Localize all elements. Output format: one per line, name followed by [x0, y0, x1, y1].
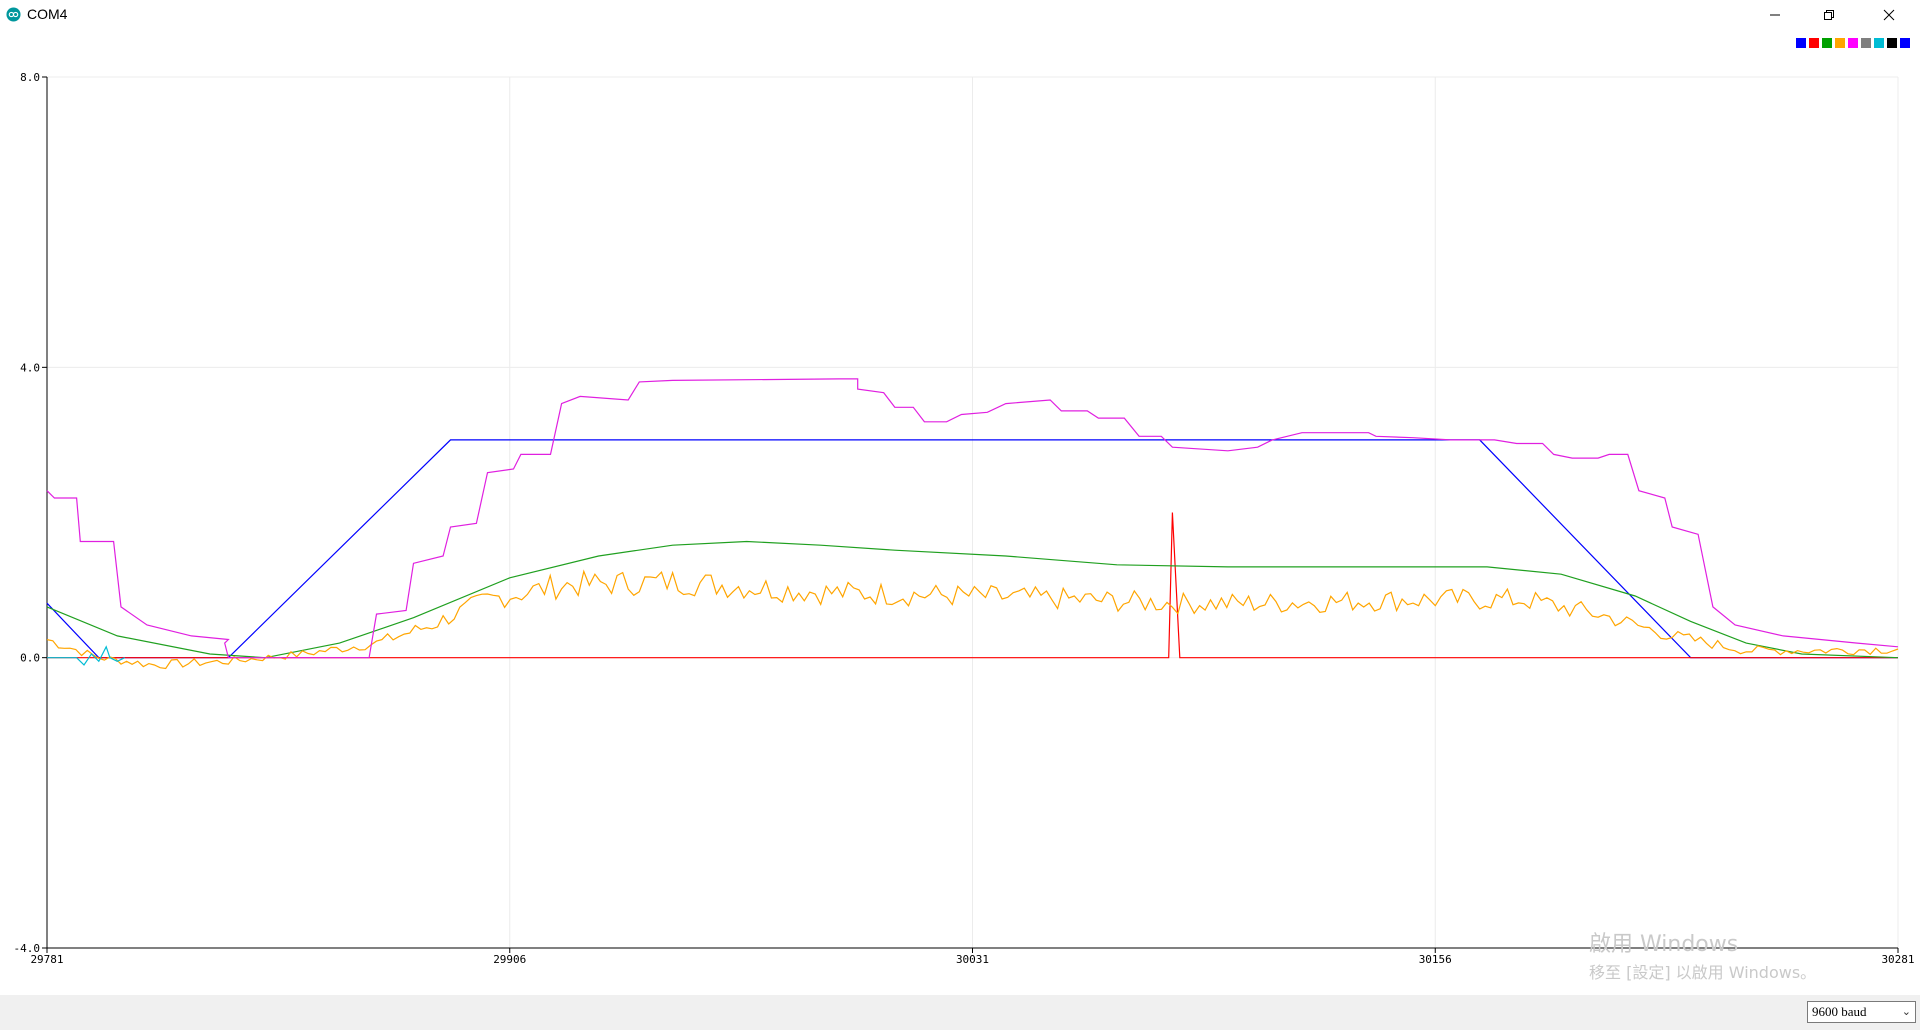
restore-icon	[1824, 10, 1834, 20]
legend	[1796, 38, 1910, 48]
series-line-1	[47, 512, 1898, 659]
minimize-button[interactable]	[1752, 0, 1798, 30]
legend-swatch-2	[1822, 38, 1832, 48]
y-tick-label: -4.0	[14, 942, 41, 955]
close-button[interactable]	[1866, 0, 1912, 30]
legend-swatch-8	[1900, 38, 1910, 48]
activation-watermark-title: 啟用 Windows	[1589, 932, 1739, 957]
series-line-2	[46, 540, 1899, 659]
x-tick-label: 30031	[956, 953, 989, 966]
series-line-5	[47, 645, 125, 666]
series-line-3	[46, 569, 1899, 670]
baud-rate-select[interactable]: 9600 baud ⌄	[1807, 1001, 1916, 1023]
status-bar: 9600 baud ⌄	[0, 995, 1920, 1030]
x-tick-label: 29906	[493, 953, 526, 966]
y-tick-label: 0.0	[20, 652, 40, 665]
legend-swatch-1	[1809, 38, 1819, 48]
y-tick-label: 4.0	[20, 361, 40, 374]
chevron-down-icon: ⌄	[1901, 1006, 1911, 1018]
x-tick-label: 29781	[30, 953, 63, 966]
restore-button[interactable]	[1806, 0, 1852, 30]
y-tick-label: 8.0	[20, 71, 40, 84]
close-icon	[1883, 9, 1895, 21]
title-bar: COM4	[0, 0, 1920, 30]
arduino-infinity-icon	[6, 7, 21, 22]
legend-swatch-3	[1835, 38, 1845, 48]
legend-swatch-4	[1848, 38, 1858, 48]
baud-rate-value: 9600 baud	[1812, 1004, 1867, 1019]
legend-swatch-5	[1861, 38, 1871, 48]
minimize-icon	[1770, 14, 1780, 16]
series-line-4	[46, 378, 1899, 659]
x-tick-label: 30156	[1419, 953, 1452, 966]
legend-swatch-0	[1796, 38, 1806, 48]
window-title: COM4	[27, 6, 68, 22]
legend-swatch-6	[1874, 38, 1884, 48]
legend-swatch-7	[1887, 38, 1897, 48]
x-tick-label: 30281	[1881, 953, 1914, 966]
activation-watermark-subtitle: 移至 [設定] 以啟用 Windows。	[1589, 963, 1817, 982]
